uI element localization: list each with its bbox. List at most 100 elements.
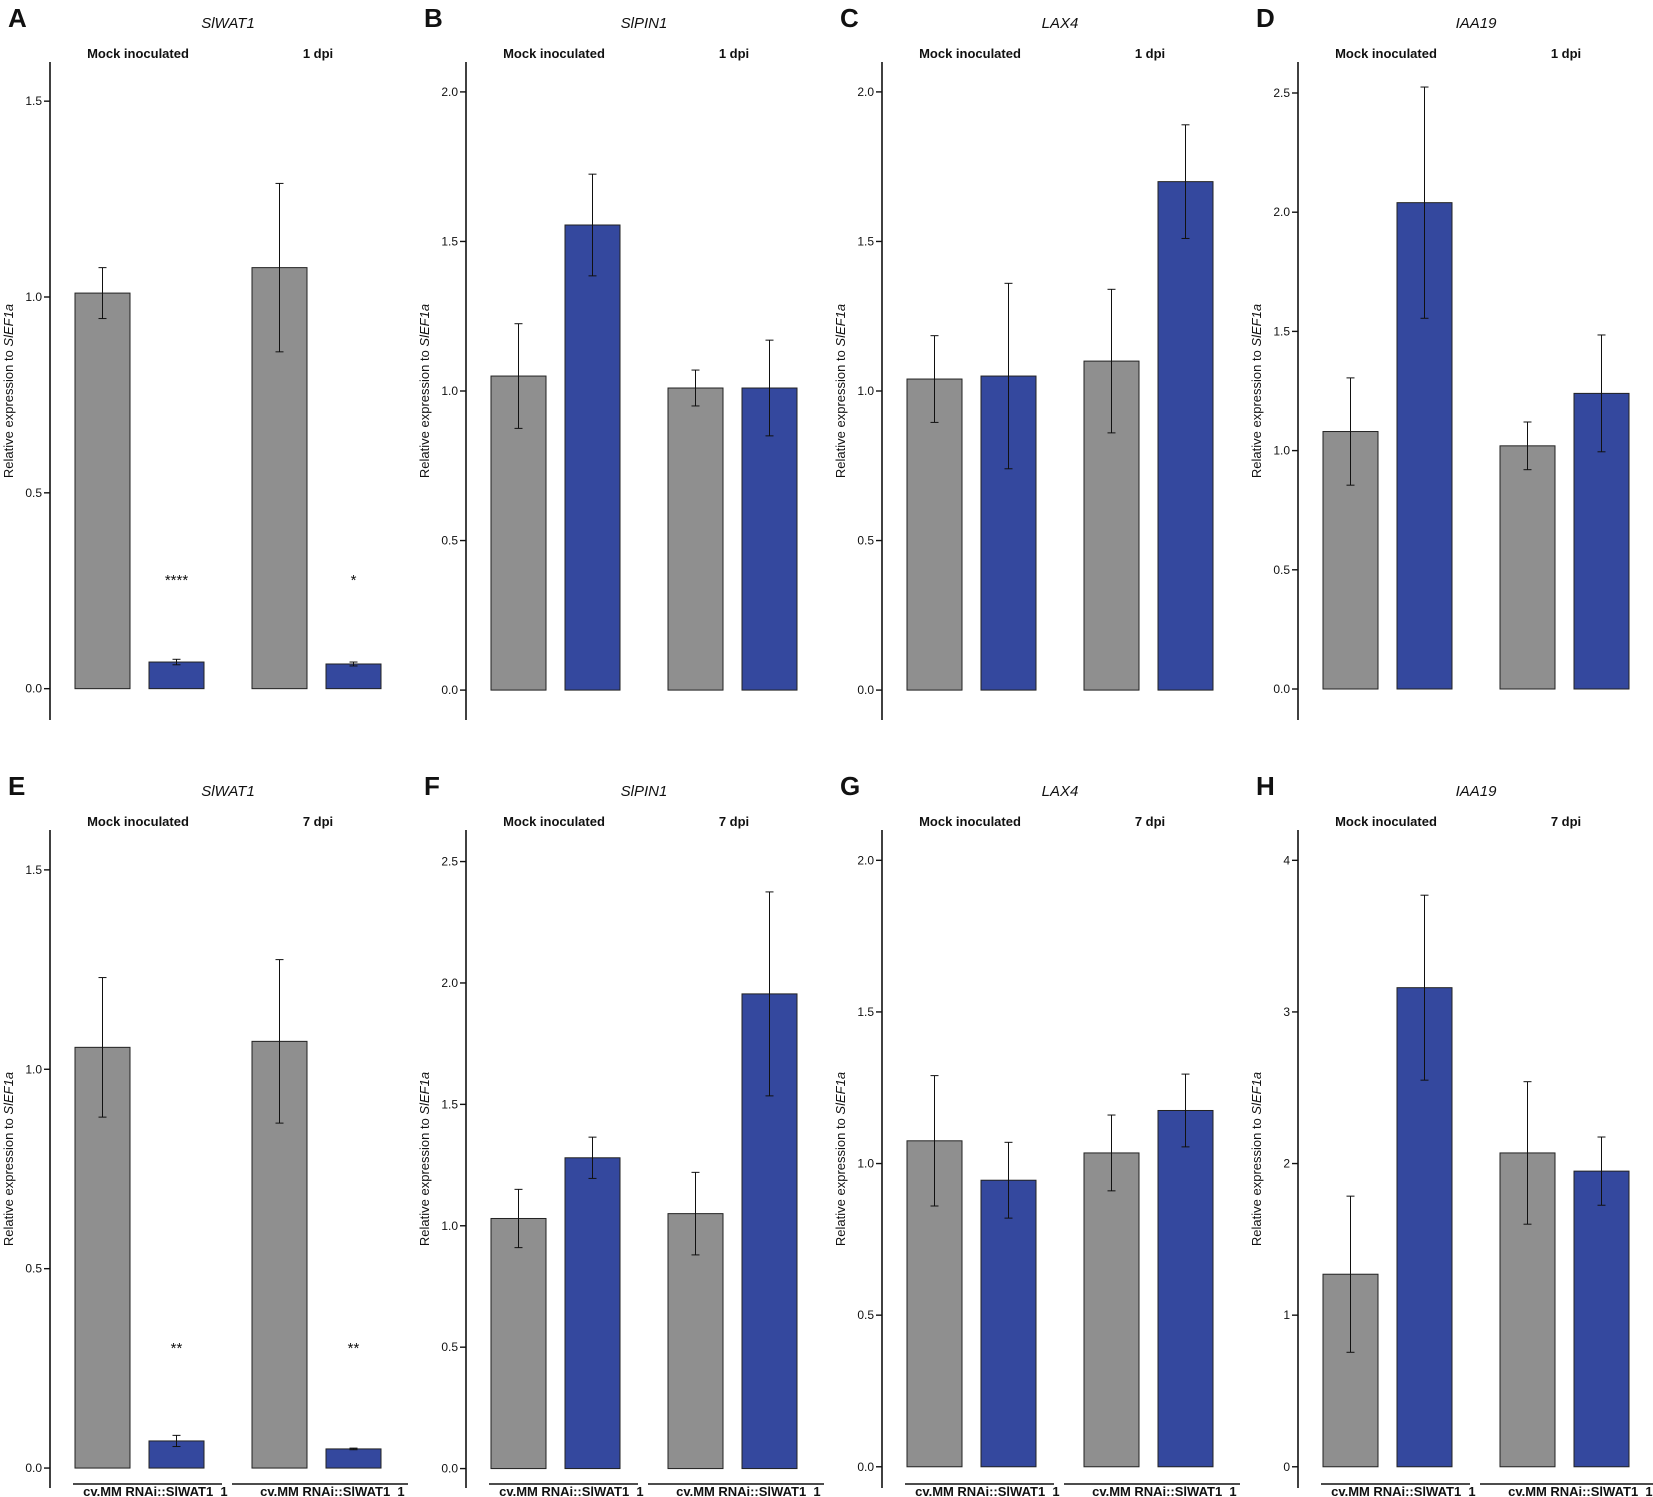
y-tick-label: 1.5 bbox=[441, 234, 458, 248]
y-axis-label-prefix: Relative expression to bbox=[833, 347, 848, 479]
x-category-label: cv.MM bbox=[83, 1484, 122, 1497]
x-category-label: cv.MM bbox=[676, 1484, 715, 1497]
group-label: 1 dpi bbox=[303, 46, 333, 61]
group-label: Mock inoculated bbox=[1335, 814, 1437, 829]
panel-h: H IAA19 Mock inoculated 7 dpi 0 1 2 3 4 Relative … bbox=[1249, 771, 1653, 1497]
x-category-label: RNAi::SlWAT1_1 bbox=[718, 1484, 820, 1497]
y-axis-label-prefix: Relative expression to bbox=[417, 347, 432, 479]
y-tick-label: 0.0 bbox=[441, 683, 458, 697]
y-tick-label: 1 bbox=[1283, 1308, 1290, 1322]
gene-title: IAA19 bbox=[1456, 783, 1498, 800]
bar-rnai bbox=[1157, 181, 1214, 691]
gene-title: LAX4 bbox=[1042, 783, 1079, 800]
y-tick-label: 4 bbox=[1283, 853, 1290, 867]
y-tick-label: 2 bbox=[1283, 1157, 1290, 1171]
panel-letter: F bbox=[424, 771, 440, 801]
group-label: 7 dpi bbox=[1135, 814, 1165, 829]
y-tick-label: 0.5 bbox=[25, 1262, 42, 1276]
bar-cvmm bbox=[74, 292, 131, 690]
x-category-label: cv.MM bbox=[915, 1484, 954, 1497]
y-tick-label: 1.0 bbox=[25, 1062, 42, 1076]
x-category-label: cv.MM bbox=[1508, 1484, 1547, 1497]
y-tick-label: 0.0 bbox=[857, 1460, 874, 1474]
group-label: 1 dpi bbox=[719, 46, 749, 61]
group-label: 1 dpi bbox=[1135, 46, 1165, 61]
y-tick-label: 1.5 bbox=[25, 863, 42, 877]
y-tick-label: 0.0 bbox=[25, 1461, 42, 1475]
panel-c: C LAX4 Mock inoculated 1 dpi 0.0 0.5 1.0 1.5 2.0… bbox=[833, 3, 1214, 720]
significance-marker: ** bbox=[348, 1340, 360, 1357]
panel-f: F SlPIN1 Mock inoculated 7 dpi 0.0 0.5 1.0 1.5 2… bbox=[417, 771, 824, 1497]
y-axis-label: Relative expression to SlEF1a bbox=[417, 1072, 432, 1246]
bar-rnai bbox=[741, 387, 798, 691]
bar-rnai bbox=[325, 1448, 382, 1469]
y-tick-label: 1.5 bbox=[857, 234, 874, 248]
x-category-label: RNAi::SlWAT1_1 bbox=[1550, 1484, 1652, 1497]
y-tick-label: 0.0 bbox=[441, 1462, 458, 1476]
y-axis-label: Relative expression to SlEF1a bbox=[1249, 304, 1264, 478]
x-category-label: cv.MM bbox=[260, 1484, 299, 1497]
y-tick-label: 1.5 bbox=[441, 1097, 458, 1111]
bar-cvmm bbox=[667, 387, 724, 691]
group-label: Mock inoculated bbox=[1335, 46, 1437, 61]
y-tick-label: 0.5 bbox=[25, 486, 42, 500]
y-tick-label: 1.0 bbox=[1273, 444, 1290, 458]
panel-letter: E bbox=[8, 771, 25, 801]
panel-letter: D bbox=[1256, 3, 1275, 33]
y-tick-label: 0.0 bbox=[25, 682, 42, 696]
group-label: Mock inoculated bbox=[87, 814, 189, 829]
panel-letter: C bbox=[840, 3, 859, 33]
x-category-label: RNAi::SlWAT1_1 bbox=[957, 1484, 1059, 1497]
y-axis-label: Relative expression to SlEF1a bbox=[833, 304, 848, 478]
panel-letter: B bbox=[424, 3, 443, 33]
y-tick-label: 0 bbox=[1283, 1460, 1290, 1474]
x-category-label: RNAi::SlWAT1_1 bbox=[125, 1484, 227, 1497]
y-tick-label: 1.0 bbox=[441, 384, 458, 398]
bar-rnai bbox=[1573, 1170, 1630, 1468]
y-tick-label: 2.0 bbox=[441, 85, 458, 99]
y-tick-label: 0.5 bbox=[1273, 563, 1290, 577]
y-tick-label: 1.5 bbox=[1273, 324, 1290, 338]
y-axis-label-prefix: Relative expression to bbox=[1249, 1115, 1264, 1247]
bar-cvmm bbox=[667, 1213, 724, 1470]
y-tick-label: 2.0 bbox=[857, 853, 874, 867]
bar-rnai bbox=[1157, 1109, 1214, 1468]
y-tick-label: 2.0 bbox=[857, 85, 874, 99]
y-axis-label-gene: SlEF1a bbox=[833, 304, 848, 347]
y-tick-label: 1.0 bbox=[441, 1219, 458, 1233]
bar-rnai bbox=[564, 1157, 621, 1470]
bar-cvmm bbox=[490, 1217, 547, 1470]
y-tick-label: 2.0 bbox=[441, 976, 458, 990]
y-tick-label: 1.5 bbox=[857, 1005, 874, 1019]
y-axis-label: Relative expression to SlEF1a bbox=[1, 304, 16, 478]
y-axis-label-prefix: Relative expression to bbox=[1, 347, 16, 479]
y-tick-label: 0.5 bbox=[441, 1340, 458, 1354]
y-axis-label-gene: SlEF1a bbox=[1, 1072, 16, 1115]
x-category-label: RNAi::SlWAT1_1 bbox=[302, 1484, 404, 1497]
x-category-label: cv.MM bbox=[499, 1484, 538, 1497]
y-axis-label-gene: SlEF1a bbox=[1249, 1072, 1264, 1115]
y-axis-label-prefix: Relative expression to bbox=[833, 1115, 848, 1247]
y-axis-label-prefix: Relative expression to bbox=[1, 1115, 16, 1247]
y-tick-label: 1.0 bbox=[857, 384, 874, 398]
x-category-label: RNAi::SlWAT1_1 bbox=[541, 1484, 643, 1497]
y-axis-label-gene: SlEF1a bbox=[417, 1072, 432, 1115]
bar-rnai bbox=[564, 224, 621, 691]
y-tick-label: 3 bbox=[1283, 1005, 1290, 1019]
x-category-label: cv.MM bbox=[1331, 1484, 1370, 1497]
y-tick-label: 1.5 bbox=[25, 94, 42, 108]
significance-marker: ** bbox=[171, 1340, 183, 1357]
group-label: Mock inoculated bbox=[87, 46, 189, 61]
significance-marker: * bbox=[351, 572, 357, 589]
bar-rnai bbox=[325, 663, 382, 690]
y-axis-label: Relative expression to SlEF1a bbox=[417, 304, 432, 478]
significance-marker: **** bbox=[165, 572, 189, 589]
y-axis-label: Relative expression to SlEF1a bbox=[833, 1072, 848, 1246]
y-axis-label-gene: SlEF1a bbox=[833, 1072, 848, 1115]
panel-a: A SlWAT1 Mock inoculated 1 dpi 0.0 0.5 1.0 1.5 R… bbox=[1, 3, 382, 720]
gene-title: SlPIN1 bbox=[621, 783, 668, 800]
group-label: 1 dpi bbox=[1551, 46, 1581, 61]
y-tick-label: 1.0 bbox=[857, 1157, 874, 1171]
x-category-label: RNAi::SlWAT1_1 bbox=[1373, 1484, 1475, 1497]
